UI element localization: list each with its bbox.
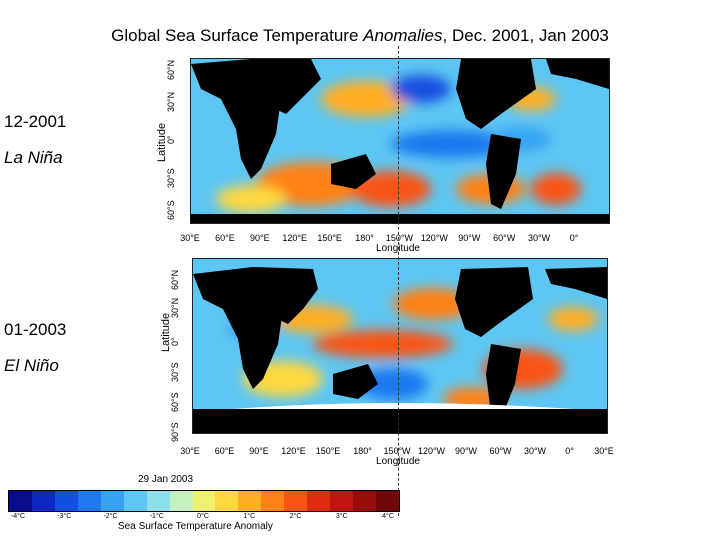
bottom-lat-tick-3: 30°S bbox=[170, 362, 180, 382]
colorbar-swatch-2 bbox=[54, 491, 78, 511]
colorbar-swatch-0 bbox=[9, 491, 32, 511]
bottom-lon-tick-8: 90°W bbox=[454, 446, 478, 456]
top-lon-tick-3: 120°E bbox=[282, 233, 308, 243]
top-lon-tick-8: 90°W bbox=[458, 233, 481, 243]
colorbar-swatch-3 bbox=[77, 491, 101, 511]
bottom-lon-tick-12: 30°E bbox=[594, 446, 614, 456]
bottom-lon-tick-4: 150°E bbox=[315, 446, 341, 456]
bottom-lon-tick-9: 60°W bbox=[489, 446, 512, 456]
colorbar-swatch-12 bbox=[284, 491, 308, 511]
top-lon-tick-7: 120°W bbox=[420, 233, 448, 243]
colorbar-tick-6: 2°C bbox=[289, 513, 302, 520]
colorbar-swatch-10 bbox=[238, 491, 262, 511]
bottom-sst-map bbox=[192, 258, 608, 434]
anomaly-field-2 bbox=[228, 288, 598, 411]
colorbar-date: 29 Jan 2003 bbox=[138, 474, 194, 485]
top-phase-label: La Niña bbox=[4, 148, 63, 167]
top-lon-tick-2: 90°E bbox=[250, 233, 270, 243]
bottom-lon-tick-2: 90°E bbox=[249, 446, 269, 456]
colorbar-swatch-7 bbox=[169, 491, 193, 511]
top-lon-tick-6: 150°W bbox=[385, 233, 414, 243]
top-lat-tick-3: 30°S bbox=[166, 168, 176, 188]
bottom-sst-map-canvas bbox=[193, 259, 607, 433]
dateline-divider bbox=[398, 46, 399, 516]
bottom-period-label: 01-2003 bbox=[4, 320, 67, 339]
bottom-phase-label: El Niño bbox=[4, 356, 59, 375]
colorbar-swatch-8 bbox=[192, 491, 216, 511]
colorbar-swatch-4 bbox=[100, 491, 124, 511]
bottom-lon-tick-0: 30°E bbox=[180, 446, 200, 456]
colorbar-swatch-16 bbox=[376, 491, 399, 511]
bottom-lat-axis-title: Latitude bbox=[160, 312, 172, 352]
top-lon-tick-1: 60°E bbox=[215, 233, 235, 243]
bottom-lon-tick-5: 180° bbox=[353, 446, 372, 456]
colorbar-swatch-1 bbox=[31, 491, 55, 511]
bottom-lat-tick-0: 60°N bbox=[170, 269, 180, 290]
bottom-lat-tick-2: 0° bbox=[170, 337, 180, 346]
colorbar-tick-2: -2°C bbox=[103, 513, 118, 520]
bottom-lon-tick-6: 150°W bbox=[383, 446, 411, 456]
colorbar-swatch-9 bbox=[215, 491, 239, 511]
bottom-lat-tick-5: 90°S bbox=[170, 422, 180, 442]
colorbar-swatch-11 bbox=[261, 491, 285, 511]
colorbar-swatch-13 bbox=[307, 491, 331, 511]
figure-title: Global Sea Surface Temperature Anomalies… bbox=[111, 26, 609, 45]
colorbar-swatch-14 bbox=[330, 491, 354, 511]
continents bbox=[191, 59, 609, 223]
top-lon-tick-4: 150°E bbox=[317, 233, 342, 243]
colorbar-tick-4: 0°C bbox=[197, 513, 209, 520]
top-lat-tick-2: 0° bbox=[166, 135, 176, 144]
top-lon-tick-5: 180° bbox=[355, 233, 374, 243]
top-lat-tick-0: 60°N bbox=[166, 59, 176, 80]
top-lon-tick-9: 60°W bbox=[493, 233, 516, 243]
top-period-label: 12-2001 bbox=[4, 112, 67, 131]
colorbar-tick-7: 3°C bbox=[335, 513, 348, 520]
colorbar-swatch-15 bbox=[353, 491, 376, 511]
colorbar-tick-8: 4°C bbox=[382, 513, 394, 520]
colorbar bbox=[8, 490, 400, 512]
colorbar-tick-5: 1°C bbox=[243, 513, 256, 520]
bottom-lat-tick-1: 30°N bbox=[170, 297, 180, 318]
top-sst-map-canvas bbox=[191, 59, 609, 223]
bottom-lon-tick-10: 30°W bbox=[523, 446, 547, 456]
colorbar-title: Sea Surface Temperature Anomaly bbox=[118, 521, 273, 532]
continents-2 bbox=[193, 267, 607, 433]
top-sst-map bbox=[190, 58, 610, 224]
top-lat-tick-1: 30°N bbox=[166, 91, 176, 112]
colorbar-tick-3: -1°C bbox=[149, 513, 164, 520]
colorbar-swatch-6 bbox=[146, 491, 170, 511]
top-lon-tick-11: 0° bbox=[569, 233, 579, 243]
bottom-lon-tick-11: 0° bbox=[565, 446, 574, 456]
bottom-lon-tick-7: 120°W bbox=[417, 446, 446, 456]
bottom-lat-tick-4: 60°S bbox=[170, 392, 180, 412]
bottom-lon-tick-3: 120°E bbox=[281, 446, 306, 456]
top-lon-tick-10: 30°W bbox=[528, 233, 551, 243]
colorbar-tick-1: -3°C bbox=[57, 513, 72, 520]
top-lon-tick-0: 30°E bbox=[180, 233, 200, 243]
colorbar-tick-0: -4°C bbox=[10, 513, 26, 520]
sea-ice bbox=[233, 403, 573, 409]
bottom-lon-tick-1: 60°E bbox=[214, 446, 235, 456]
top-lat-tick-4: 60°S bbox=[166, 200, 176, 220]
colorbar-swatch-5 bbox=[123, 491, 147, 511]
